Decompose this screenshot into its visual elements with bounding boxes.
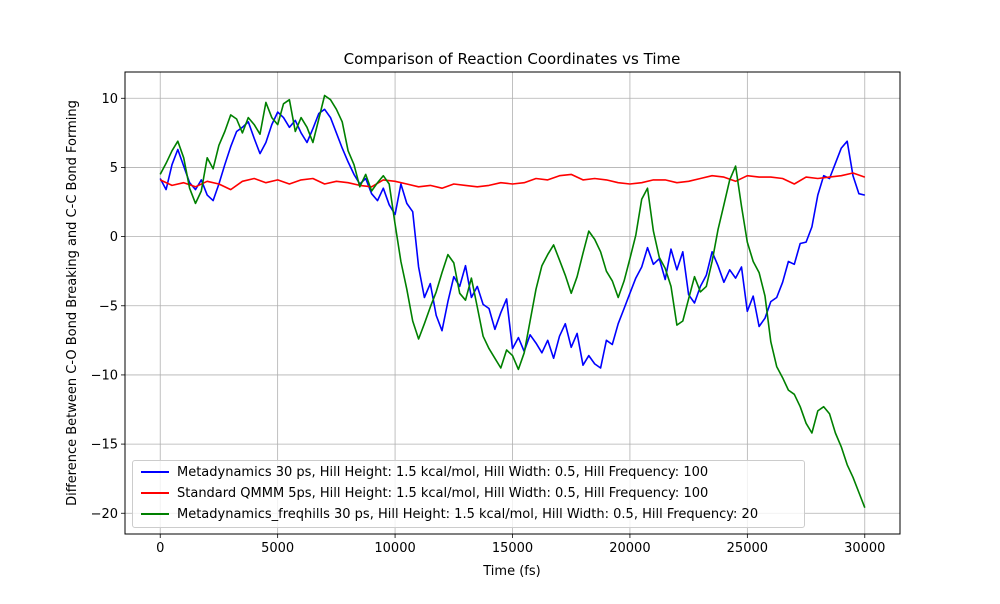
chart-title: Comparison of Reaction Coordinates vs Ti…	[344, 50, 681, 68]
x-tick-label: 10000	[374, 541, 415, 556]
series-line-standard-qmmm	[159, 172, 866, 191]
legend-swatch-standard-qmmm	[141, 492, 169, 494]
legend-label-metadynamics: Metadynamics 30 ps, Hill Height: 1.5 kca…	[177, 464, 709, 480]
x-tick-label: 15000	[492, 541, 533, 556]
y-axis-label: Difference Between C-O Bond Breaking and…	[65, 100, 80, 506]
x-tick-label: 0	[156, 541, 164, 556]
y-tick-label: −15	[91, 438, 118, 453]
grid-lines	[125, 72, 900, 534]
y-tick-label: −20	[91, 507, 118, 522]
y-tick-label: 10	[101, 92, 118, 107]
x-tick-label: 20000	[609, 541, 650, 556]
series-line-metadynamics-freqhills	[159, 94, 866, 508]
legend: Metadynamics 30 ps, Hill Height: 1.5 kca…	[132, 460, 805, 528]
legend-item-metadynamics: Metadynamics 30 ps, Hill Height: 1.5 kca…	[141, 462, 708, 482]
y-tick-label: −5	[99, 299, 118, 314]
legend-label-standard-qmmm: Standard QMMM 5ps, Hill Height: 1.5 kcal…	[177, 485, 709, 501]
series-layer	[159, 94, 866, 508]
tick-layer: 0 5000 10000 15000 20000 25000 30000 −20 −15 −10 −…	[91, 92, 886, 556]
series-line-metadynamics	[159, 108, 865, 369]
x-tick-label: 30000	[844, 541, 885, 556]
y-tick-label: 0	[110, 230, 118, 245]
legend-swatch-metadynamics-freqhills	[141, 513, 169, 515]
x-tick-label: 25000	[727, 541, 768, 556]
legend-item-standard-qmmm: Standard QMMM 5ps, Hill Height: 1.5 kcal…	[141, 483, 708, 503]
legend-swatch-metadynamics	[141, 471, 169, 473]
x-tick-label: 5000	[261, 541, 294, 556]
x-axis-label: Time (fs)	[482, 564, 540, 579]
y-tick-label: −10	[91, 368, 118, 383]
legend-label-metadynamics-freqhills: Metadynamics_freqhills 30 ps, Hill Heigh…	[177, 506, 759, 522]
y-tick-label: 5	[110, 161, 118, 176]
legend-item-metadynamics-freqhills: Metadynamics_freqhills 30 ps, Hill Heigh…	[141, 504, 758, 524]
